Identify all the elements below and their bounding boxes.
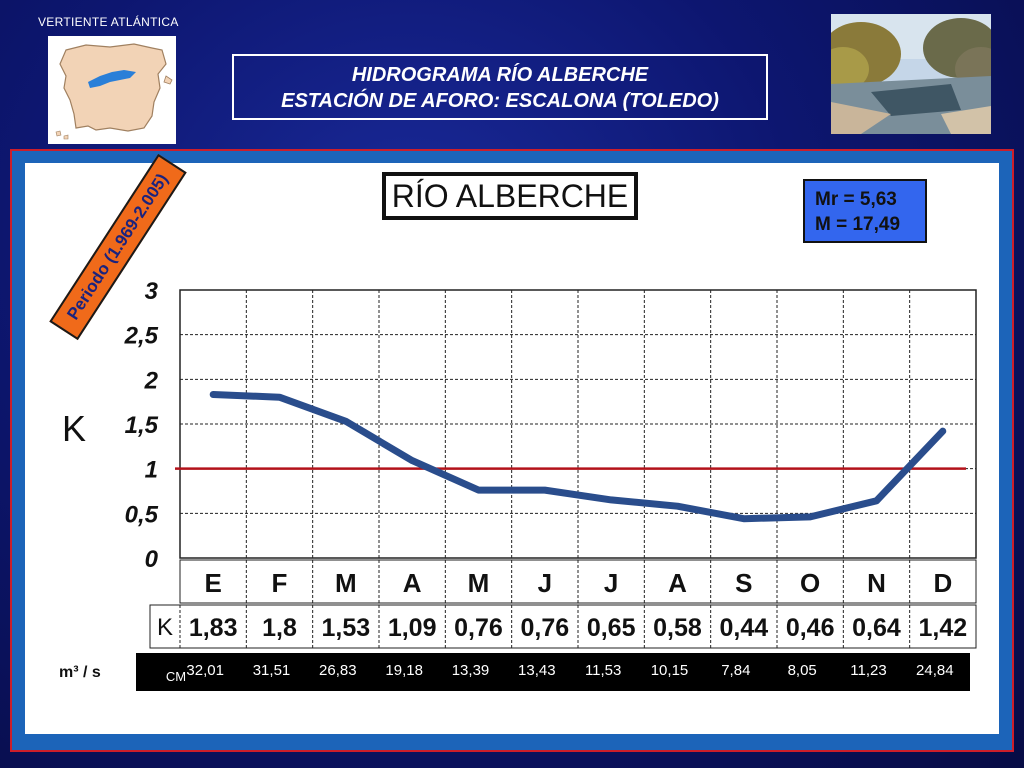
hydrograph-chart: 0 0,5 1 1,5 2 2,5 3 E F M A M J J A S O N D K 1,83 1,8 1,53 1,0…: [124, 278, 977, 649]
flow-value-label: 32,01: [186, 662, 224, 679]
flow-value-label: 7,84: [721, 662, 750, 679]
map-graphic: [55, 43, 173, 140]
y-tick-label: 0,5: [125, 501, 159, 528]
data-point: [807, 513, 814, 520]
k-value-label: 0,46: [786, 614, 835, 642]
flow-value-label: 31,51: [253, 662, 291, 679]
flow-values-bar: [136, 653, 970, 691]
flow-value-label: 10,15: [651, 662, 689, 679]
k-value-label: 0,44: [719, 614, 768, 642]
x-tick-label: J: [604, 568, 618, 598]
chart-title: RÍO ALBERCHE: [382, 172, 638, 220]
k-values-row: [149, 604, 977, 649]
data-point: [210, 391, 217, 398]
y-axis-label: K: [62, 408, 87, 449]
chart-panel: 0 0,5 1 1,5 2 2,5 3 E F M A M J J A S O N D K 1,83 1,8 1,53 1,0…: [25, 163, 999, 734]
flow-value-label: 26,83: [319, 662, 357, 679]
x-tick-label: O: [800, 568, 820, 598]
k-value-label: 0,64: [852, 614, 901, 642]
iberia-locator-map: [48, 36, 176, 144]
flow-stats-box: Mr = 5,63 M = 17,49: [803, 179, 927, 243]
k-value-label: 1,83: [189, 614, 238, 642]
x-tick-label: M: [468, 568, 490, 598]
k-value-label: 1,53: [321, 614, 370, 642]
data-point: [541, 487, 548, 494]
data-point: [608, 496, 615, 503]
flow-values-row: CM 32,01 31,51 26,83 19,18 13,39 13,43 11,53 10,…: [166, 662, 954, 684]
k-value-label: 0,76: [520, 614, 569, 642]
series-line: [209, 391, 947, 523]
flow-value-label: 24,84: [916, 662, 954, 679]
flow-value-label: 11,23: [850, 662, 886, 679]
k-value-label: 0,76: [454, 614, 503, 642]
data-point: [873, 497, 880, 504]
k-value-label: 1,42: [918, 614, 967, 642]
x-tick-label: M: [335, 568, 357, 598]
flow-value-label: 11,53: [585, 662, 621, 679]
page-title-line2: ESTACIÓN DE AFORO: ESCALONA (TOLEDO): [281, 90, 719, 112]
river-photo: [831, 14, 991, 134]
y-tick-label: 0: [145, 546, 159, 573]
x-tick-label: N: [867, 568, 886, 598]
y-tick-label: 1,5: [125, 412, 159, 439]
river-photo-graphic: [831, 14, 991, 134]
y-tick-label: 1: [145, 457, 158, 484]
data-point: [409, 457, 416, 464]
x-tick-label: E: [204, 568, 221, 598]
x-tick-label: A: [668, 568, 687, 598]
y-tick-label: 3: [145, 278, 159, 305]
x-tick-label: D: [933, 568, 952, 598]
x-tick-label: A: [403, 568, 422, 598]
stat-m: M = 17,49: [815, 214, 901, 235]
flow-unit-label: m³ / s: [59, 664, 101, 681]
k-value-label: 1,09: [388, 614, 437, 642]
flow-value-label: 19,18: [385, 662, 423, 679]
k-value-label: 0,65: [587, 614, 636, 642]
data-point: [342, 418, 349, 425]
flow-value-label: 13,43: [518, 662, 556, 679]
y-tick-label: 2: [144, 367, 159, 394]
data-point: [276, 394, 283, 401]
page-title-line1: HIDROGRAMA RÍO ALBERCHE: [351, 64, 649, 86]
y-tick-label: 2,5: [124, 323, 159, 350]
k-value-label: 1,8: [262, 614, 297, 642]
flow-value-label: 13,39: [452, 662, 490, 679]
k-value-label: 0,58: [653, 614, 702, 642]
x-tick-label: J: [538, 568, 552, 598]
x-tick-label: S: [735, 568, 752, 598]
page-title: HIDROGRAMA RÍO ALBERCHE ESTACIÓN DE AFOR…: [232, 54, 768, 120]
flow-value-label: 8,05: [788, 662, 817, 679]
k-row-label: K: [157, 614, 173, 641]
data-point: [475, 487, 482, 494]
data-point: [740, 515, 747, 522]
flow-row-label: CM: [166, 669, 186, 684]
data-point: [674, 503, 681, 510]
region-label: VERTIENTE ATLÁNTICA: [38, 15, 179, 29]
stat-mr: Mr = 5,63: [815, 189, 897, 210]
data-point: [939, 428, 946, 435]
x-tick-label: F: [272, 568, 288, 598]
